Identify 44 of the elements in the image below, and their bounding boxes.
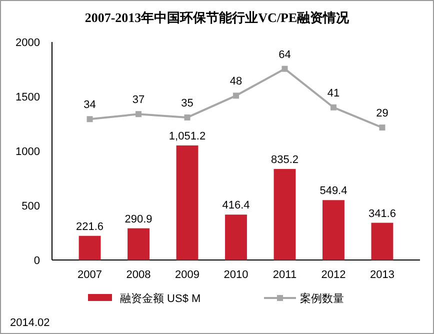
point xyxy=(136,111,142,118)
y-tick-label: 2000 xyxy=(16,37,40,49)
chart-title: 2007-2013年中国环保节能行业VC/PE融资情况 xyxy=(84,10,350,25)
y-tick-label: 500 xyxy=(22,200,40,212)
x-tick-label: 2007 xyxy=(78,269,102,281)
data-label: 34 xyxy=(84,99,96,112)
data-label: 41 xyxy=(327,87,340,100)
x-tick-label: 2011 xyxy=(272,269,297,281)
bar xyxy=(128,228,150,260)
point xyxy=(86,116,93,122)
point xyxy=(379,124,386,131)
y-tick-label: 0 xyxy=(34,255,40,267)
data-label: 1,051.2 xyxy=(168,130,206,142)
point xyxy=(233,92,239,99)
data-label: 549.4 xyxy=(320,185,348,198)
data-label: 29 xyxy=(376,108,388,120)
legend-label: 融资金额 US$ M xyxy=(120,292,201,305)
bar xyxy=(78,236,101,260)
y-tick-label: 1500 xyxy=(16,92,40,104)
x-tick-label: 2008 xyxy=(126,269,151,281)
legend-label: 案例数量 xyxy=(300,292,344,305)
bar xyxy=(371,222,394,260)
bar xyxy=(274,168,296,260)
data-label: 48 xyxy=(230,76,242,88)
y-tick-label: 1000 xyxy=(16,146,40,158)
data-label: 35 xyxy=(181,97,194,110)
data-label: 835.2 xyxy=(270,154,299,166)
data-label: 221.6 xyxy=(76,220,104,233)
x-tick-label: 2010 xyxy=(224,269,248,281)
data-label: 64 xyxy=(278,48,291,61)
x-tick-label: 2012 xyxy=(321,269,346,281)
bar xyxy=(225,214,247,260)
data-label: 37 xyxy=(132,94,145,106)
point xyxy=(184,114,190,120)
data-label: 290.9 xyxy=(124,213,152,226)
bar xyxy=(322,200,344,260)
data-label: 416.4 xyxy=(222,200,250,212)
point xyxy=(330,104,336,110)
text: 2014.02 xyxy=(10,317,50,329)
x-tick-label: 2013 xyxy=(370,269,394,281)
point xyxy=(282,66,288,72)
data-label: 341.6 xyxy=(368,208,396,220)
x-tick-label: 2009 xyxy=(175,269,200,281)
bar xyxy=(176,145,198,260)
